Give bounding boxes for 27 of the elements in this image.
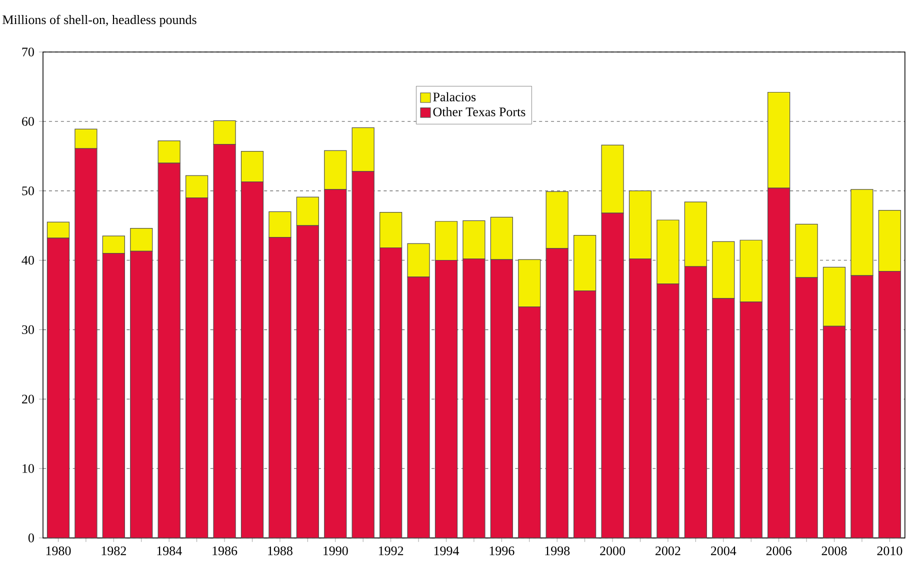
- x-tick-label: 2008: [822, 546, 847, 556]
- y-tick-label: 50: [22, 186, 34, 196]
- y-axis-title: Millions of shell-on, headless pounds: [2, 14, 196, 27]
- y-tick-label: 10: [22, 464, 34, 473]
- x-tick-label: 2006: [766, 546, 792, 556]
- y-tick-label: 60: [22, 117, 34, 126]
- y-tick-label: 20: [22, 394, 34, 404]
- legend-label: Other Texas Ports: [433, 107, 526, 116]
- legend-label: Palacios: [433, 92, 476, 102]
- x-tick-label: 1986: [212, 546, 238, 556]
- x-tick-label: 1990: [324, 546, 348, 556]
- x-tick-label: 1998: [545, 546, 570, 556]
- x-tick-label: 1988: [268, 546, 292, 556]
- y-tick-label: 70: [22, 48, 34, 56]
- x-tick-label: 1984: [157, 546, 182, 556]
- x-tick-label: 2002: [656, 546, 680, 556]
- x-tick-label: 1982: [102, 546, 126, 556]
- x-tick-label: 2000: [600, 546, 626, 556]
- x-tick-label: 1992: [378, 546, 404, 556]
- x-tick-label: 2004: [710, 546, 736, 556]
- y-tick-label: 0: [28, 534, 34, 542]
- y-tick-label: 40: [22, 256, 34, 265]
- y-tick-label: 30: [22, 325, 34, 334]
- x-tick-label: 1980: [46, 546, 71, 556]
- x-tick-label: 1996: [490, 546, 514, 556]
- x-tick-label: 1994: [434, 546, 460, 556]
- x-tick-label: 2010: [877, 546, 902, 556]
